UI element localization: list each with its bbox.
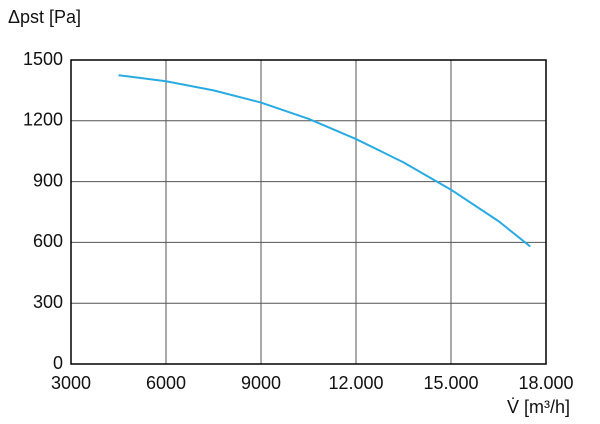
y-tick-label: 0 <box>53 353 63 373</box>
y-tick-label: 1200 <box>23 110 63 130</box>
y-tick-label: 1500 <box>23 49 63 69</box>
plot-frame <box>70 59 547 365</box>
y-tick-label: 600 <box>33 231 63 251</box>
x-tick-label: 18.000 <box>518 373 573 393</box>
data-line <box>118 74 531 248</box>
x-tick-label: 6000 <box>146 373 186 393</box>
y-tick-label: 900 <box>33 170 63 190</box>
y-tick-label: 300 <box>33 292 63 312</box>
x-tick-label: 3000 <box>51 373 91 393</box>
x-tick-label: 9000 <box>241 373 281 393</box>
x-axis-label: V̇ [m³/h] <box>507 397 570 417</box>
y-axis-label: Δpst [Pa] <box>8 7 81 27</box>
x-tick-label: 12.000 <box>328 373 383 393</box>
x-tick-label: 15.000 <box>423 373 478 393</box>
